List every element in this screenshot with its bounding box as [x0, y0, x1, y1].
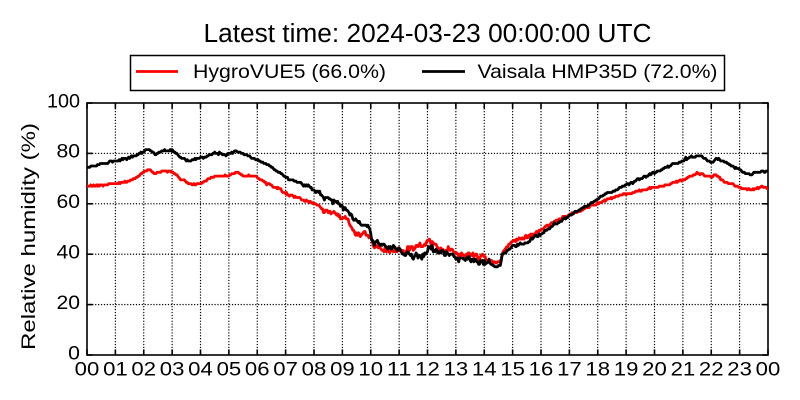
- svg-text:06: 06: [245, 358, 270, 380]
- svg-text:40: 40: [57, 242, 81, 264]
- svg-text:17: 17: [557, 358, 582, 380]
- svg-text:Latest time: 2024-03-23 00:00:: Latest time: 2024-03-23 00:00:00 UTC: [204, 20, 652, 48]
- svg-text:01: 01: [103, 358, 128, 380]
- svg-text:HygroVUE5 (66.0%): HygroVUE5 (66.0%): [193, 61, 386, 83]
- svg-text:60: 60: [57, 191, 81, 213]
- svg-text:10: 10: [358, 358, 383, 380]
- svg-text:Vaisala HMP35D (72.0%): Vaisala HMP35D (72.0%): [478, 61, 718, 83]
- svg-text:23: 23: [727, 358, 752, 380]
- svg-text:08: 08: [302, 358, 327, 380]
- svg-text:13: 13: [444, 358, 469, 380]
- svg-text:100: 100: [47, 90, 80, 112]
- svg-text:12: 12: [415, 358, 440, 380]
- svg-text:05: 05: [217, 358, 242, 380]
- svg-text:14: 14: [472, 358, 497, 380]
- svg-text:11: 11: [387, 358, 412, 380]
- svg-text:00: 00: [756, 358, 781, 380]
- svg-text:15: 15: [500, 358, 525, 380]
- svg-text:02: 02: [131, 358, 156, 380]
- svg-text:21: 21: [671, 358, 696, 380]
- svg-text:03: 03: [160, 358, 185, 380]
- svg-text:18: 18: [585, 358, 610, 380]
- svg-text:0: 0: [68, 342, 80, 364]
- svg-text:22: 22: [699, 358, 724, 380]
- svg-text:00: 00: [75, 358, 100, 380]
- svg-text:80: 80: [57, 141, 81, 163]
- svg-text:09: 09: [330, 358, 355, 380]
- svg-text:Relative humidity (%): Relative humidity (%): [18, 123, 40, 350]
- svg-text:04: 04: [188, 358, 213, 380]
- svg-text:16: 16: [529, 358, 554, 380]
- svg-text:19: 19: [614, 358, 639, 380]
- svg-text:07: 07: [273, 358, 298, 380]
- svg-text:20: 20: [57, 292, 81, 314]
- svg-text:20: 20: [642, 358, 667, 380]
